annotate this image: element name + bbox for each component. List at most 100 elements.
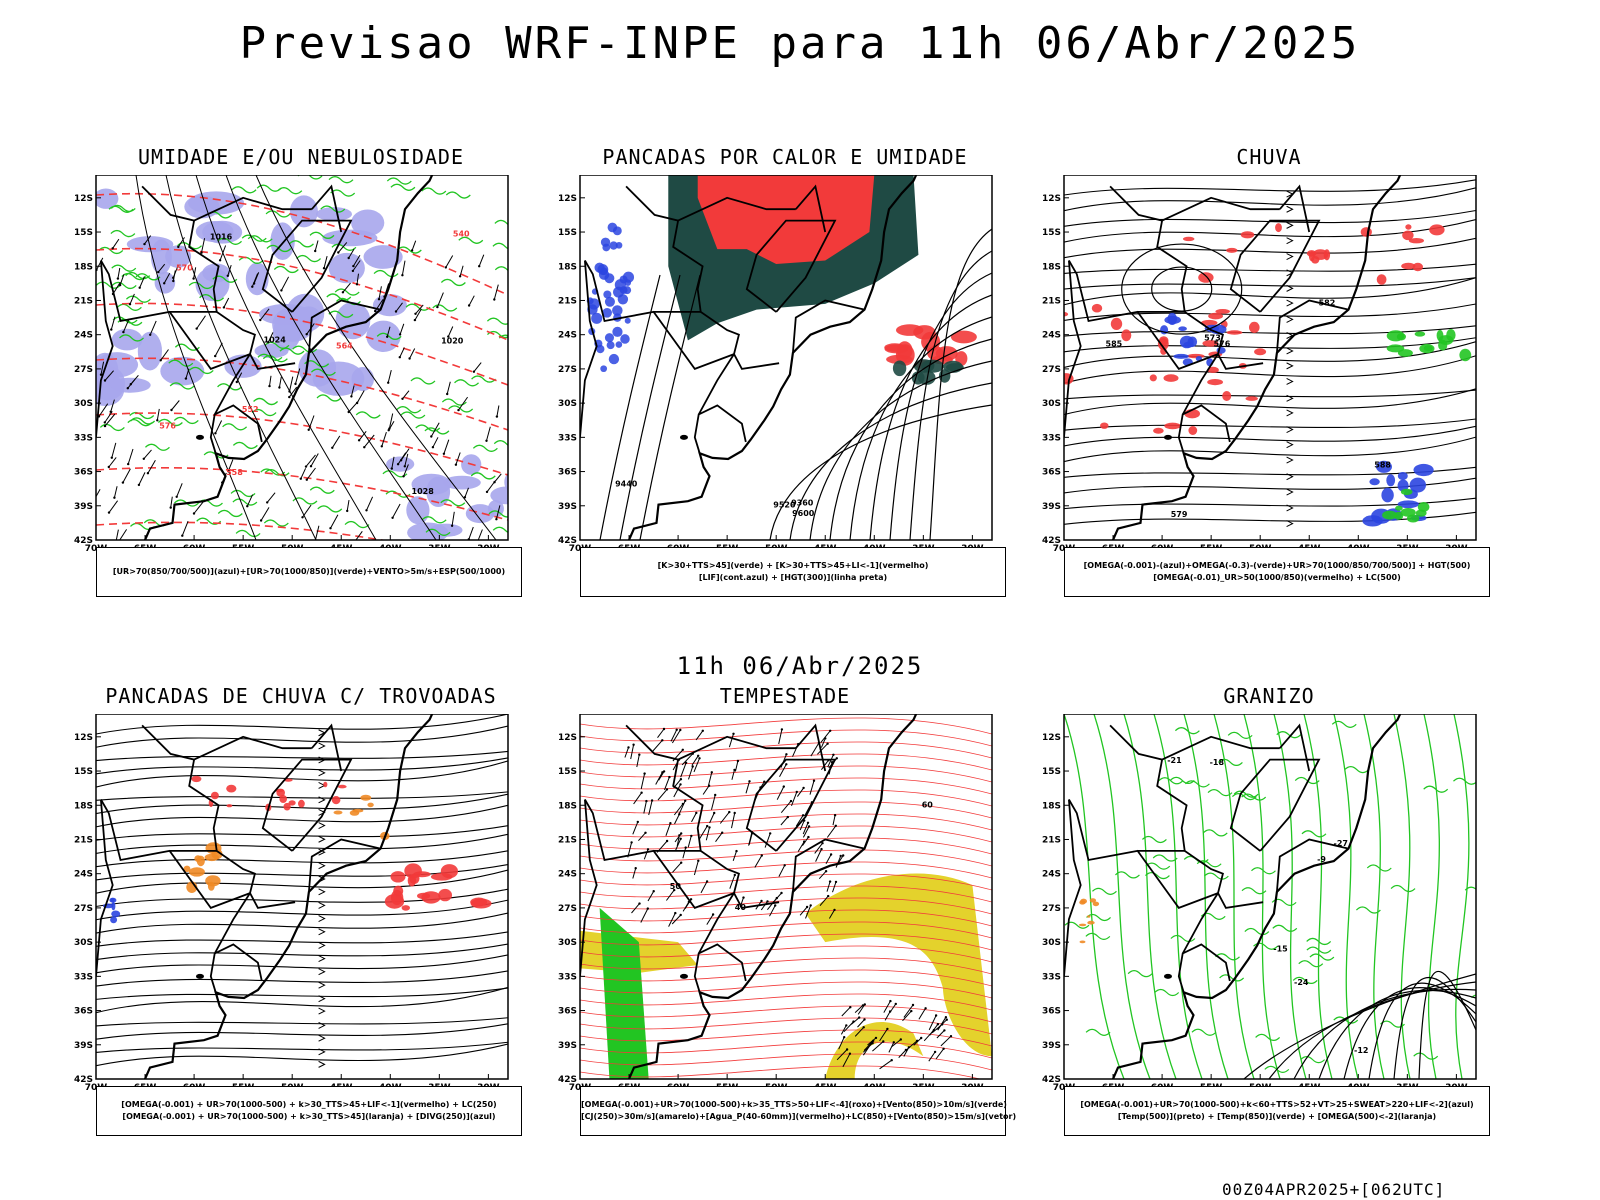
wind-vector	[832, 881, 837, 893]
lifted-index-blue	[591, 312, 603, 324]
thickness-red-contour	[96, 466, 508, 521]
heat-instability-green-area	[921, 359, 944, 373]
wind-vector	[214, 420, 223, 434]
map-frame	[95, 175, 509, 541]
wind-vector-head	[457, 408, 460, 412]
thickness-red-contour	[96, 247, 508, 341]
country-border	[792, 299, 865, 353]
temp850-green-contour	[1355, 906, 1381, 914]
wind-vector-head	[661, 739, 664, 742]
wind-vector-head	[842, 854, 845, 857]
lat-label: 24S	[1042, 870, 1061, 880]
wind-vector-head	[235, 380, 238, 384]
streamline	[96, 791, 508, 801]
wind-vector	[147, 460, 156, 474]
thunder-red-area	[331, 796, 341, 805]
precip-water-contour	[580, 753, 992, 771]
humidity-green-contour	[344, 520, 370, 529]
streamline	[1064, 355, 1476, 384]
temp850-green-contour	[1393, 714, 1411, 1079]
omega-blue-area	[1386, 474, 1396, 487]
map-background	[1064, 714, 1476, 1079]
precip-water-contour	[580, 969, 992, 987]
wind-vector-head	[386, 335, 389, 338]
wind-vector-head	[347, 410, 350, 414]
wind-vector-head	[886, 1027, 889, 1031]
thunder-red-area	[470, 898, 492, 909]
precip-water-contour	[580, 873, 992, 891]
humidity-green-contour	[238, 256, 264, 264]
wind-vector-head	[863, 1018, 866, 1021]
streamline	[96, 714, 508, 735]
humidity-green-contour	[125, 295, 151, 303]
wind-vector	[170, 496, 173, 508]
wind-vector	[391, 456, 395, 469]
wind-vector-head	[195, 327, 198, 330]
wind-vector	[411, 240, 417, 251]
wind-vector-head	[826, 742, 829, 745]
wind-vector	[797, 841, 805, 852]
wind-vector	[459, 265, 464, 277]
lake	[679, 434, 688, 440]
wind-vector	[680, 762, 687, 778]
wind-vector	[802, 826, 810, 838]
temp500-contour	[1368, 982, 1476, 1079]
wind-vector-head	[828, 880, 832, 883]
panel-title: TEMPESTADE	[719, 684, 851, 708]
humidity-green-contour	[386, 177, 412, 185]
streamline-arrow	[318, 968, 326, 976]
omega-red-area	[1121, 329, 1132, 342]
wind-vector	[655, 772, 663, 785]
country-border	[580, 799, 598, 977]
wind-vector-head	[251, 285, 254, 288]
wind-vector-head	[442, 452, 446, 455]
wind-vector	[715, 832, 723, 842]
wind-vector-head	[259, 318, 262, 322]
wind-vector-head	[732, 732, 735, 735]
wind-vector	[129, 293, 135, 305]
streamline-arrow	[318, 888, 326, 896]
omega-red-area	[1164, 422, 1181, 430]
lat-label: 30S	[74, 938, 93, 948]
country-border	[733, 353, 780, 370]
streamline	[1064, 218, 1476, 243]
temp850-green-contour	[1255, 1033, 1281, 1041]
temp850-green-contour	[1145, 862, 1171, 870]
humidity-green-contour	[458, 236, 484, 244]
wind-vector	[493, 284, 499, 300]
humidity-green-contour	[410, 377, 436, 385]
wind-vector	[734, 760, 739, 772]
country-border	[311, 184, 343, 233]
streamline-arrow	[318, 1021, 326, 1029]
wind-vector	[305, 454, 316, 467]
contour-label: 50	[670, 882, 682, 891]
wind-vector-head	[942, 1047, 945, 1050]
lat-label: 30S	[1042, 938, 1061, 948]
humidity-blue-area	[351, 209, 385, 237]
wind-vector	[835, 855, 842, 868]
wind-vector	[363, 434, 375, 448]
wind-vector-head	[675, 728, 678, 731]
wind-vector	[850, 1017, 860, 1025]
contour-label: 558	[226, 468, 243, 477]
wind-vector	[486, 480, 496, 493]
humidity-green-contour	[472, 444, 498, 452]
streamline	[96, 833, 508, 854]
contour-label: 540	[453, 230, 470, 239]
omega-red-area	[1376, 274, 1387, 285]
wind-vector-head	[821, 842, 824, 845]
wind-vector	[630, 744, 635, 760]
thunder-red-area	[384, 894, 405, 909]
heat-instability-red-area	[697, 175, 875, 264]
wind-vector-head	[920, 1036, 923, 1040]
wind-vector-head	[728, 810, 731, 814]
lat-label: 12S	[558, 733, 577, 743]
wind-vector	[98, 403, 109, 417]
wind-vector-head	[170, 408, 173, 412]
omega-green-area	[1446, 329, 1456, 341]
lat-label: 27S	[74, 904, 93, 914]
wind-vector	[647, 890, 655, 902]
wind-vector-head	[748, 780, 751, 783]
lat-label: 39S	[558, 502, 577, 512]
wind-vector-head	[301, 516, 304, 519]
